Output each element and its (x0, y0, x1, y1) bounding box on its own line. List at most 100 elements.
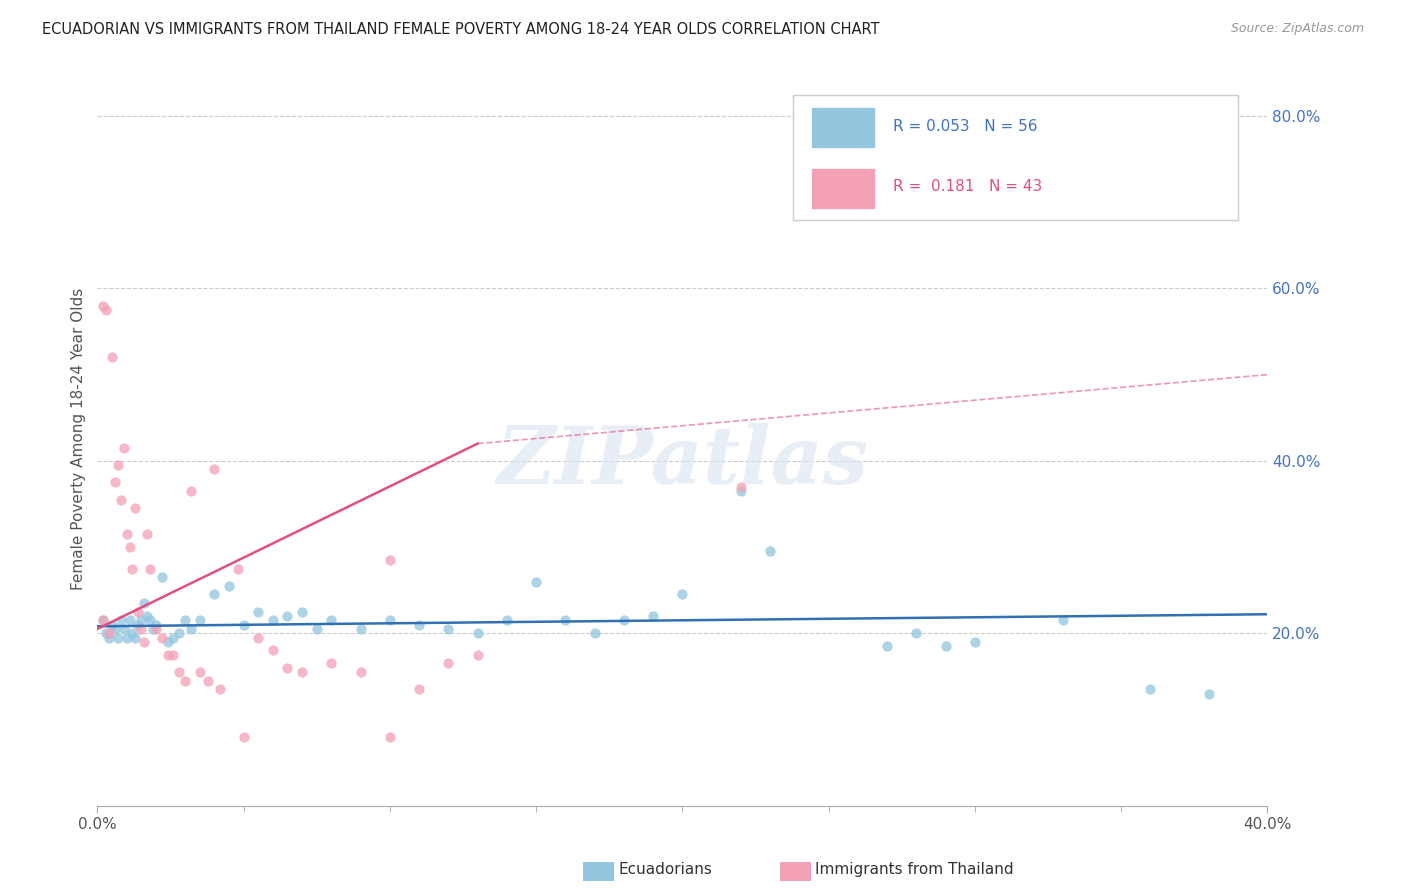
Point (124, 501, 146, 516)
FancyBboxPatch shape (811, 169, 876, 209)
Point (145, 617, 167, 632)
Point (291, 605, 314, 619)
Point (91, 299, 114, 313)
Point (145, 622, 167, 636)
Point (262, 613, 284, 627)
Point (94, 303, 117, 318)
Point (643, 609, 665, 624)
Point (247, 631, 270, 645)
Point (174, 613, 197, 627)
Text: Immigrants from Thailand: Immigrants from Thailand (815, 863, 1014, 877)
Point (408, 617, 430, 632)
Point (174, 673, 197, 688)
Point (127, 605, 149, 619)
Point (150, 631, 173, 645)
Point (378, 730, 401, 744)
Text: ECUADORIAN VS IMMIGRANTS FROM THAILAND FEMALE POVERTY AMONG 18-24 YEAR OLDS CORR: ECUADORIAN VS IMMIGRANTS FROM THAILAND F… (42, 22, 880, 37)
Point (1139, 682, 1161, 697)
Point (98, 631, 121, 645)
Point (321, 657, 343, 671)
Point (162, 631, 184, 645)
Point (730, 483, 752, 498)
Point (554, 613, 576, 627)
Point (156, 648, 179, 662)
Point (91, 613, 114, 627)
Point (437, 657, 460, 671)
Text: ZIPatlas: ZIPatlas (496, 423, 869, 500)
Point (226, 561, 249, 575)
Point (408, 682, 430, 697)
Point (104, 475, 127, 490)
Point (118, 613, 141, 627)
Point (112, 441, 135, 455)
Point (101, 351, 124, 365)
Point (156, 635, 179, 649)
Point (115, 631, 138, 645)
Point (124, 631, 146, 645)
Point (101, 617, 124, 632)
Point (129, 613, 152, 627)
Point (104, 622, 127, 636)
Point (202, 462, 225, 476)
Point (305, 622, 328, 636)
Text: Ecuadorians: Ecuadorians (619, 863, 713, 877)
Point (730, 480, 752, 494)
Point (467, 626, 489, 640)
Point (935, 639, 957, 653)
Point (134, 596, 156, 610)
Point (110, 613, 132, 627)
Point (94, 626, 117, 640)
Point (218, 579, 240, 593)
Point (349, 622, 371, 636)
Point (247, 605, 270, 619)
Point (583, 626, 606, 640)
Text: R =  0.181   N = 43: R = 0.181 N = 43 (893, 179, 1042, 194)
Point (134, 635, 156, 649)
Point (202, 587, 225, 601)
Point (167, 626, 190, 640)
Point (121, 561, 143, 575)
Point (876, 639, 898, 653)
Point (437, 622, 460, 636)
Point (613, 613, 636, 627)
Point (139, 561, 162, 575)
FancyBboxPatch shape (811, 107, 876, 148)
Point (378, 553, 401, 567)
Point (188, 665, 211, 679)
Point (671, 587, 693, 601)
Point (495, 613, 517, 627)
Point (759, 544, 782, 558)
Y-axis label: Female Poverty Among 18-24 Year Olds: Female Poverty Among 18-24 Year Olds (72, 288, 86, 591)
Point (1052, 613, 1074, 627)
Point (180, 483, 202, 498)
Point (139, 613, 162, 627)
Point (121, 626, 143, 640)
Point (118, 540, 141, 554)
Point (162, 648, 184, 662)
Point (291, 665, 314, 679)
Point (276, 609, 298, 624)
Point (188, 613, 211, 627)
Point (524, 574, 547, 589)
Point (91, 613, 114, 627)
Point (129, 622, 152, 636)
Point (180, 622, 202, 636)
Point (349, 665, 371, 679)
Point (262, 643, 284, 657)
Point (467, 648, 489, 662)
Point (142, 622, 165, 636)
Point (232, 730, 254, 744)
Point (136, 527, 159, 541)
Point (232, 617, 254, 632)
FancyBboxPatch shape (793, 95, 1239, 219)
Point (107, 631, 129, 645)
Point (112, 622, 135, 636)
Point (1198, 687, 1220, 701)
Point (110, 492, 132, 507)
Point (107, 458, 129, 472)
Point (321, 613, 343, 627)
Point (197, 673, 219, 688)
Point (209, 682, 232, 697)
Point (167, 665, 190, 679)
Point (378, 613, 401, 627)
